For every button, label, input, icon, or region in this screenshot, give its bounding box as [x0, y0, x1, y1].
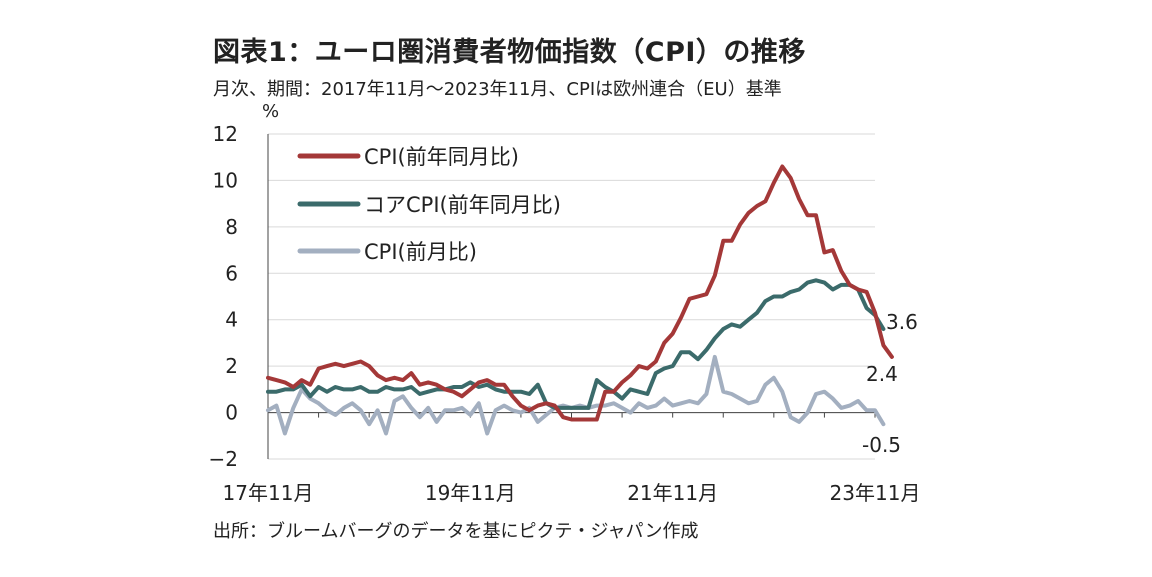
- series-line-2: [266, 278, 886, 410]
- x-tick-label: 21年11月: [627, 481, 718, 505]
- y-tick-label: 10: [213, 168, 238, 192]
- y-tick-label: 6: [225, 261, 238, 285]
- series-line-3: [266, 354, 886, 436]
- y-tick-label: −2: [209, 447, 238, 471]
- y-tick-label: 4: [225, 308, 238, 332]
- legend: CPI(前年同月比) コアCPI(前年同月比) CPI(前月比): [297, 145, 561, 264]
- chart-source: 出所：ブルームバーグのデータを基にピクテ・ジャパン作成: [213, 521, 699, 542]
- x-tick-label: 19年11月: [425, 481, 516, 505]
- y-tick-label: 8: [225, 215, 238, 239]
- series-line-1: [266, 164, 894, 422]
- y-tick-label: 12: [213, 122, 238, 146]
- y-tick-label: 2: [225, 354, 238, 378]
- x-axis: [267, 134, 876, 459]
- end-labels: 3.6 2.4 -0.5: [862, 310, 918, 457]
- legend-label-1: CPI(前年同月比): [364, 145, 519, 169]
- chart-title: 図表1：ユーロ圏消費者物価指数（CPI）の推移: [213, 37, 806, 68]
- end-label-3: -0.5: [862, 433, 901, 457]
- x-axis-ticks: 17年11月 19年11月 21年11月 23年11月: [223, 481, 921, 505]
- y-axis-ticks: 12 10 8 6 4 2 0 −2: [209, 122, 238, 471]
- x-tick-label: 23年11月: [830, 481, 921, 505]
- series-lines: [266, 164, 894, 436]
- chart-subtitle: 月次、期間：2017年11月〜2023年11月、CPIは欧州連合（EU）基準: [213, 79, 782, 100]
- y-tick-label: 0: [225, 401, 238, 425]
- y-unit-label: %: [262, 101, 279, 122]
- x-tick-label: 17年11月: [223, 481, 314, 505]
- end-label-2: 2.4: [866, 362, 898, 386]
- legend-label-2: コアCPI(前年同月比): [364, 193, 561, 217]
- end-label-1: 3.6: [886, 310, 918, 334]
- legend-label-3: CPI(前月比): [364, 240, 477, 264]
